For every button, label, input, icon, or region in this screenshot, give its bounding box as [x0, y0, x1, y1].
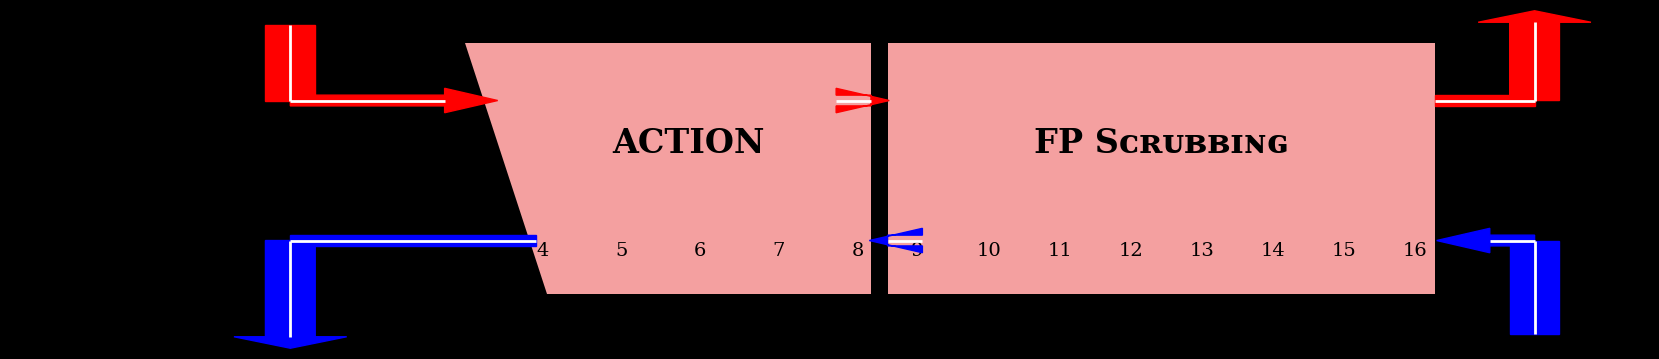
FancyArrow shape — [290, 88, 498, 113]
FancyArrow shape — [1435, 95, 1535, 106]
Text: FP Sᴄʀᴜʙʙɪɴɢ: FP Sᴄʀᴜʙʙɪɴɢ — [1034, 127, 1289, 160]
FancyArrow shape — [1478, 11, 1591, 101]
Text: 10: 10 — [975, 242, 1000, 260]
Text: 8: 8 — [851, 242, 864, 260]
FancyArrow shape — [1510, 241, 1559, 334]
Text: 4: 4 — [536, 242, 549, 260]
Text: 6: 6 — [693, 242, 707, 260]
FancyArrow shape — [265, 25, 315, 101]
Text: 14: 14 — [1261, 242, 1286, 260]
Text: 5: 5 — [615, 242, 627, 260]
Polygon shape — [465, 43, 871, 294]
FancyArrow shape — [234, 241, 347, 348]
Text: 12: 12 — [1118, 242, 1143, 260]
Text: 16: 16 — [1404, 242, 1427, 260]
Text: 13: 13 — [1190, 242, 1214, 260]
FancyArrow shape — [290, 235, 536, 246]
Bar — [888, 43, 1435, 294]
Text: 7: 7 — [773, 242, 785, 260]
FancyArrow shape — [1437, 228, 1535, 253]
FancyArrow shape — [869, 228, 922, 253]
Text: ACTION: ACTION — [612, 127, 765, 160]
FancyArrow shape — [836, 88, 889, 113]
Text: 11: 11 — [1047, 242, 1072, 260]
Text: 15: 15 — [1332, 242, 1357, 260]
Text: 9: 9 — [911, 242, 924, 260]
